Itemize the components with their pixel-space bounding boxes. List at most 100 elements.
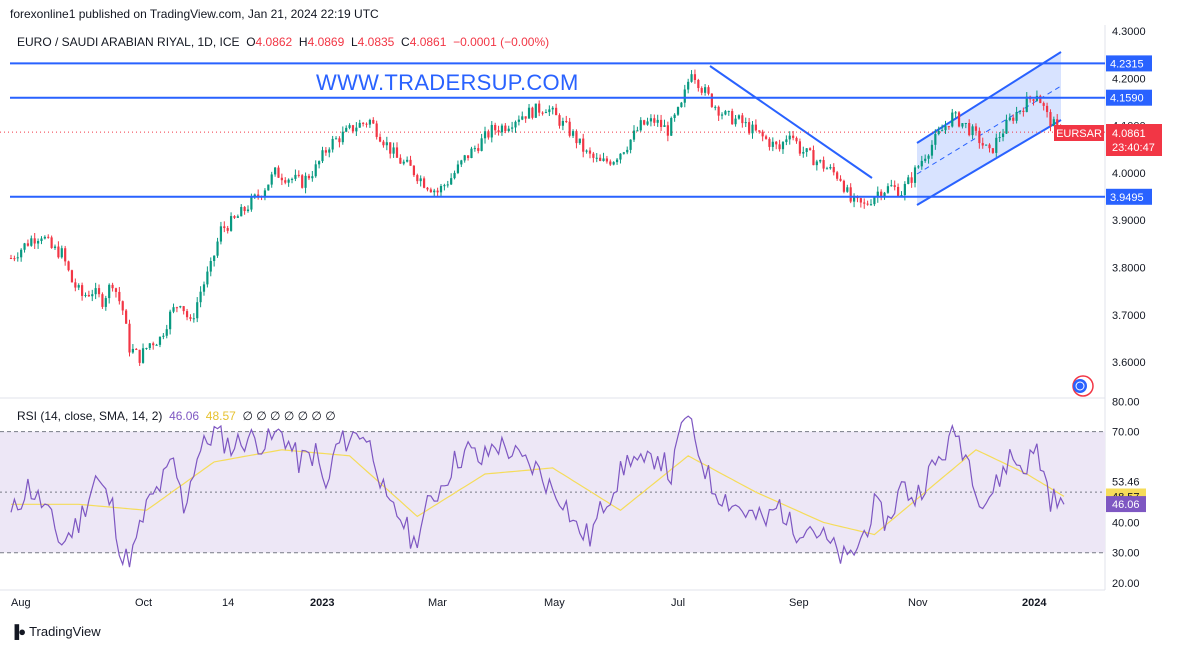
candle[interactable] (917, 165, 920, 169)
candle[interactable] (673, 113, 676, 122)
candle[interactable] (280, 173, 283, 186)
candle[interactable] (666, 121, 669, 142)
candle[interactable] (717, 105, 720, 121)
candle[interactable] (192, 313, 195, 323)
candle[interactable] (294, 169, 297, 182)
horizontal-levels[interactable]: 4.2315 4.1590 3.9495 (10, 55, 1152, 205)
candle[interactable] (1005, 114, 1008, 135)
candle[interactable] (145, 347, 148, 350)
candle[interactable] (284, 177, 287, 185)
candle[interactable] (632, 125, 636, 142)
candle[interactable] (524, 116, 527, 123)
candle[interactable] (179, 305, 182, 309)
candle[interactable] (754, 119, 757, 132)
candle[interactable] (372, 117, 375, 124)
candle[interactable] (175, 306, 179, 313)
candle[interactable] (70, 269, 74, 283)
candle[interactable] (185, 308, 189, 321)
candle[interactable] (378, 133, 382, 143)
candle[interactable] (683, 84, 686, 108)
candle[interactable] (304, 172, 307, 194)
candle[interactable] (91, 289, 94, 302)
candle[interactable] (842, 179, 846, 194)
candle[interactable] (77, 283, 80, 291)
candle[interactable] (578, 138, 581, 145)
candle[interactable] (412, 165, 416, 177)
candle[interactable] (158, 336, 162, 348)
candle[interactable] (951, 108, 954, 128)
candle[interactable] (169, 309, 172, 335)
candle[interactable] (406, 156, 409, 163)
candle[interactable] (450, 173, 453, 186)
candle[interactable] (135, 347, 138, 351)
downtrend-line[interactable] (709, 65, 873, 179)
candle[interactable] (50, 235, 53, 249)
candle[interactable] (172, 303, 175, 314)
candle[interactable] (1015, 106, 1018, 124)
candle[interactable] (419, 175, 422, 187)
candle[interactable] (612, 161, 615, 166)
candle[interactable] (500, 123, 504, 136)
candle[interactable] (67, 260, 70, 272)
candle[interactable] (588, 147, 592, 159)
candle[interactable] (118, 286, 121, 305)
candle[interactable] (104, 295, 107, 311)
candle[interactable] (26, 239, 30, 247)
candle[interactable] (368, 118, 372, 128)
candle[interactable] (206, 266, 209, 288)
candle[interactable] (934, 129, 937, 150)
candle[interactable] (558, 113, 561, 129)
candle[interactable] (907, 174, 910, 185)
candle[interactable] (53, 244, 57, 250)
candle[interactable] (785, 135, 788, 146)
candle[interactable] (896, 183, 900, 198)
candle[interactable] (913, 165, 917, 188)
candle[interactable] (229, 212, 233, 232)
time-axis[interactable]: Aug Oct 14 2023 Mar May Jul Sep Nov 2024 (11, 597, 1047, 609)
candle[interactable] (761, 129, 764, 142)
candle[interactable] (382, 139, 385, 148)
candle[interactable] (792, 130, 795, 141)
candle[interactable] (301, 174, 304, 189)
candle[interactable] (568, 117, 571, 138)
candle[interactable] (954, 111, 957, 118)
candle[interactable] (87, 290, 90, 297)
candle[interactable] (460, 159, 463, 168)
candle[interactable] (734, 114, 737, 127)
candle[interactable] (991, 148, 994, 154)
candle[interactable] (565, 115, 568, 124)
candle[interactable] (1032, 98, 1035, 106)
candle[interactable] (534, 103, 537, 118)
candle[interactable] (571, 129, 575, 139)
candle[interactable] (97, 284, 101, 298)
candle[interactable] (81, 282, 84, 301)
candle[interactable] (866, 200, 869, 206)
candle[interactable] (910, 172, 913, 188)
candle[interactable] (125, 308, 128, 324)
candle[interactable] (541, 111, 544, 116)
candle[interactable] (775, 140, 778, 150)
candle[interactable] (615, 158, 619, 165)
candle[interactable] (216, 237, 219, 258)
candle[interactable] (538, 100, 541, 117)
candle[interactable] (494, 122, 497, 135)
candle[interactable] (680, 101, 683, 108)
candle[interactable] (470, 146, 473, 159)
candle[interactable] (805, 148, 808, 157)
candle[interactable] (781, 141, 785, 154)
rsi-pane[interactable] (0, 415, 1105, 568)
candle[interactable] (43, 235, 46, 240)
candle-series[interactable] (9, 69, 1066, 366)
candle[interactable] (426, 186, 429, 192)
candle[interactable] (257, 189, 260, 200)
price-axis[interactable]: 4.30004.20004.10004.00003.90003.80003.70… (1112, 26, 1146, 369)
candle[interactable] (714, 105, 717, 111)
candle[interactable] (504, 123, 507, 134)
candle[interactable] (1025, 92, 1028, 113)
candle[interactable] (1049, 109, 1052, 132)
candle[interactable] (240, 204, 243, 217)
candle[interactable] (416, 173, 419, 184)
candle[interactable] (483, 126, 487, 144)
